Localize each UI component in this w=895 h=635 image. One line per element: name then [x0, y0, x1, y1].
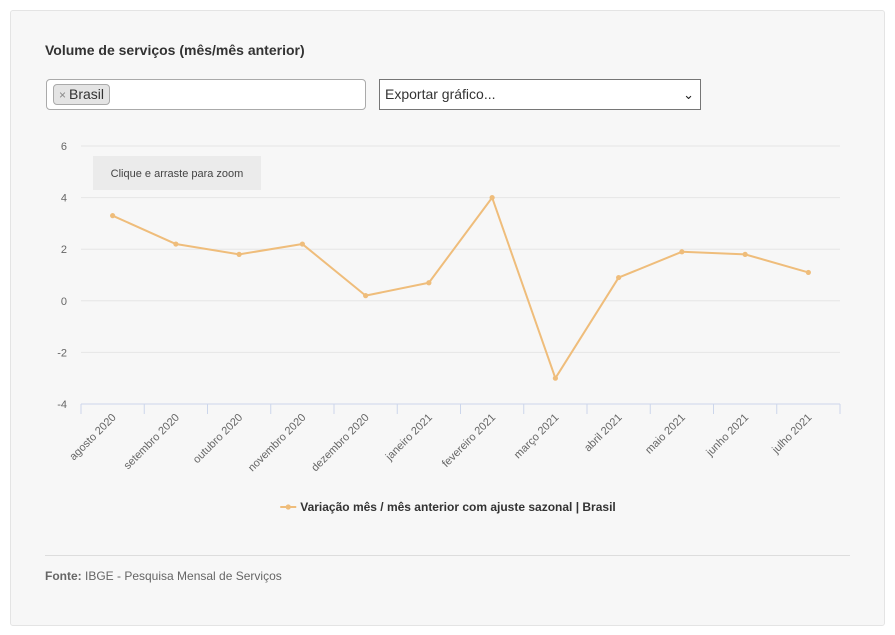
x-tick-label: setembro 2020 — [122, 412, 182, 472]
series-line — [112, 196, 809, 380]
data-point[interactable] — [489, 195, 495, 201]
data-point[interactable] — [742, 251, 748, 257]
y-tick-label: -2 — [57, 347, 67, 359]
x-tick-label: julho 2021 — [769, 412, 814, 457]
data-point[interactable] — [552, 375, 558, 381]
region-filter-input[interactable]: × Brasil — [46, 79, 366, 110]
x-tick-label: agosto 2020 — [67, 412, 118, 463]
x-tick-label: março 2021 — [512, 412, 562, 462]
y-tick-label: 0 — [61, 296, 67, 308]
chart-title: Volume de serviços (mês/mês anterior) — [45, 42, 305, 58]
x-tick-label: outubro 2020 — [191, 412, 245, 466]
zoom-hint-box — [93, 156, 261, 190]
export-chart-select[interactable]: Exportar gráfico... ⌄ — [379, 79, 701, 110]
x-tick-label: janeiro 2021 — [383, 412, 435, 464]
data-point[interactable] — [426, 280, 432, 286]
y-tick-label: -4 — [57, 399, 67, 411]
data-point[interactable] — [679, 249, 685, 255]
chart-card — [10, 10, 885, 626]
x-tick-label: fevereiro 2021 — [440, 412, 498, 470]
x-tick-label: dezembro 2020 — [309, 412, 372, 475]
zoom-hint-text: Clique e arraste para zoom — [111, 168, 244, 180]
legend-symbol-marker — [285, 504, 291, 510]
y-tick-label: 4 — [61, 193, 67, 205]
y-tick-label: 6 — [61, 141, 67, 153]
data-point[interactable] — [805, 269, 811, 276]
data-point[interactable] — [236, 251, 242, 257]
data-point[interactable] — [299, 241, 305, 247]
x-tick-label: novembro 2020 — [246, 412, 309, 475]
legend-item-label[interactable]: Variação mês / mês anterior com ajuste s… — [300, 500, 616, 514]
region-tag: × Brasil — [53, 84, 111, 105]
source-label: Fonte: — [45, 569, 82, 583]
data-point[interactable] — [173, 241, 179, 247]
region-tag-label: Brasil — [69, 86, 105, 102]
y-tick-label: 2 — [61, 244, 67, 256]
data-point[interactable] — [110, 213, 116, 219]
export-chart-label: Exportar gráfico... — [385, 86, 496, 102]
source-text: IBGE - Pesquisa Mensal de Serviços — [81, 569, 282, 583]
chevron-down-icon: ⌄ — [683, 87, 694, 102]
x-tick-label: abril 2021 — [582, 412, 625, 455]
data-point[interactable] — [363, 293, 369, 299]
x-tick-label: maio 2021 — [643, 412, 688, 457]
data-point[interactable] — [616, 274, 622, 281]
remove-tag-icon[interactable]: × — [59, 88, 67, 102]
source-note: Fonte: IBGE - Pesquisa Mensal de Serviço… — [45, 569, 282, 583]
x-tick-label: junho 2021 — [704, 412, 752, 460]
divider — [45, 555, 850, 556]
